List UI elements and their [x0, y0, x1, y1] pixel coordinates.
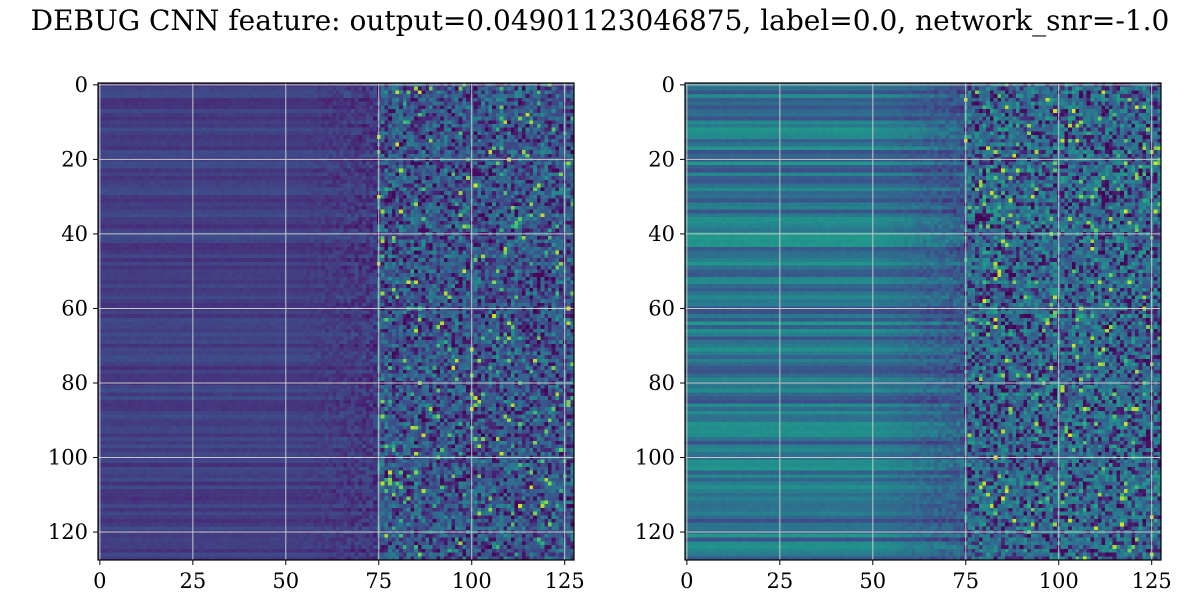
axes-frame	[97, 82, 575, 561]
y-tick-label: 0	[662, 73, 675, 97]
x-tick-label: 0	[93, 569, 106, 593]
x-tick-label: 125	[545, 569, 585, 593]
y-tick-label: 80	[648, 371, 675, 395]
x-tick-label: 100	[1039, 569, 1079, 593]
y-tick-label: 20	[648, 147, 675, 171]
y-tick-label: 40	[61, 222, 88, 246]
y-tick-label: 60	[648, 296, 675, 320]
axes-frame	[684, 82, 1162, 561]
figure-title: DEBUG CNN feature: output=0.049011230468…	[30, 4, 1170, 37]
y-tick-label: 20	[61, 147, 88, 171]
x-tick-label: 25	[766, 569, 793, 593]
x-tick-label: 25	[179, 569, 206, 593]
x-tick-label: 50	[272, 569, 299, 593]
y-tick-label: 100	[635, 446, 675, 470]
y-tick-label: 40	[648, 222, 675, 246]
y-tick-label: 120	[48, 520, 88, 544]
x-tick-label: 75	[365, 569, 392, 593]
x-tick-label: 50	[859, 569, 886, 593]
x-tick-label: 100	[452, 569, 492, 593]
heatmap-image-2	[685, 83, 1161, 560]
x-tick-label: 125	[1132, 569, 1172, 593]
y-tick-label: 60	[61, 296, 88, 320]
y-tick-label: 100	[48, 446, 88, 470]
heatmap-image-1	[98, 83, 574, 560]
y-tick-label: 120	[635, 520, 675, 544]
x-tick-label: 75	[952, 569, 979, 593]
y-tick-label: 80	[61, 371, 88, 395]
x-tick-label: 0	[680, 569, 693, 593]
y-tick-label: 0	[75, 73, 88, 97]
